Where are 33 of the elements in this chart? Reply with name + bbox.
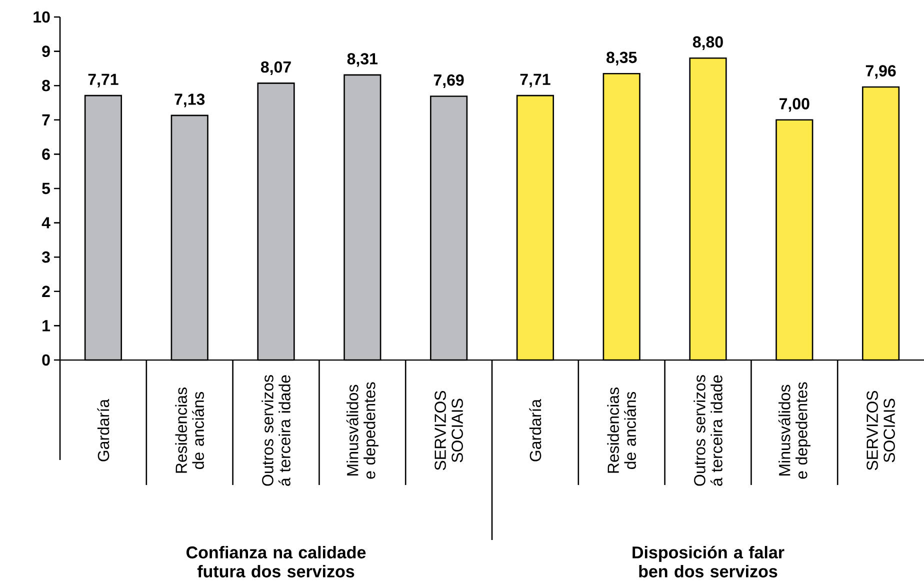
data-label: 8,07 (260, 61, 291, 75)
x-tick-label: Minusválidos e depedentes (778, 382, 810, 479)
x-tick-label: SERVIZOS SOCIAIS (866, 390, 895, 470)
data-label: 8,35 (606, 52, 637, 66)
x-tick-label: Residencias de anciáns (175, 388, 204, 473)
text: Confianza na calidade futura dos servizos (186, 546, 366, 578)
y-tick-label: 3 (42, 251, 50, 263)
data-label: 7,69 (434, 74, 464, 88)
x-tick-label: Gardaría (97, 398, 110, 462)
data-label: 7,96 (866, 65, 896, 79)
x-tick-label: Gardaría (529, 398, 542, 462)
y-tick-label: 1 (42, 320, 50, 332)
y-tick-label: 0 (42, 354, 50, 366)
x-tick-label: Outros servizos á terceira idade (262, 375, 290, 486)
x-tick-label: Outros servizos á terceira idade (694, 375, 722, 486)
data-label: 7,71 (88, 74, 118, 88)
data-label: 7,13 (174, 94, 205, 108)
data-label: 8,80 (692, 36, 723, 50)
y-tick-label: 9 (42, 46, 50, 57)
y-tick-label: 5 (42, 182, 50, 194)
data-label: 7,71 (520, 74, 550, 88)
data-label: 8,31 (347, 53, 378, 67)
y-tick-label: 2 (42, 286, 50, 297)
y-tick-label: 10 (34, 11, 50, 23)
x-tick-label: Minusválidos e depedentes (346, 382, 378, 479)
x-tick-label: Residencias de anciáns (607, 388, 636, 473)
data-label: 7,00 (780, 98, 810, 112)
x-tick-label: SERVIZOS SOCIAIS (434, 390, 463, 470)
y-tick-label: 8 (42, 80, 50, 92)
text: Disposición a falar ben dos servizos (632, 546, 784, 578)
y-tick-label: 7 (42, 114, 50, 126)
y-tick-label: 6 (42, 148, 50, 160)
y-tick-label: 4 (42, 217, 50, 228)
